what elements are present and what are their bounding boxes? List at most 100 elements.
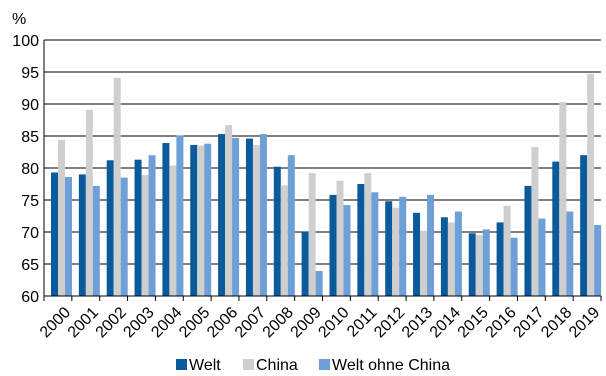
bar <box>447 222 455 296</box>
x-tick-label: 2000 <box>37 304 74 341</box>
bar <box>475 235 483 296</box>
bar <box>204 143 212 296</box>
x-tick-label: 2015 <box>455 304 492 341</box>
legend-swatch <box>319 359 330 370</box>
legend-item: Welt <box>176 357 221 374</box>
bar <box>225 125 233 297</box>
bar <box>594 224 602 296</box>
y-tick-label: 100 <box>12 33 39 50</box>
bar <box>503 205 511 296</box>
bar <box>252 144 260 296</box>
y-tick-label: 80 <box>21 161 39 178</box>
bar <box>420 230 428 296</box>
bar <box>176 135 184 296</box>
y-tick-label: 65 <box>21 257 39 274</box>
y-axis: % 60 65 70 75 80 85 90 95 100 <box>12 11 45 306</box>
x-tick-label: 2007 <box>232 304 269 341</box>
bar <box>496 222 504 296</box>
y-tick-label: 60 <box>21 289 39 306</box>
x-tick-label: 2005 <box>176 304 213 341</box>
bar <box>336 180 344 296</box>
bar <box>427 194 435 296</box>
bar <box>85 109 93 296</box>
bar <box>259 134 267 296</box>
x-tick-label: 2014 <box>427 304 464 341</box>
legend-item: Welt ohne China <box>319 357 450 374</box>
bar <box>371 192 379 296</box>
y-tick-label: 90 <box>21 97 39 114</box>
bar <box>385 201 393 296</box>
x-tick-label: 2008 <box>260 304 297 341</box>
bar <box>92 185 100 296</box>
bar <box>454 211 462 296</box>
bars <box>51 73 602 297</box>
x-tick-label: 2001 <box>65 304 102 341</box>
bar <box>190 144 198 296</box>
y-tick-label: 75 <box>21 193 39 210</box>
bar <box>524 185 532 296</box>
bar <box>134 159 142 296</box>
bar <box>510 237 518 296</box>
legend-label: Welt ohne China <box>332 357 450 374</box>
x-tick-label: 2009 <box>288 304 325 341</box>
legend-swatch <box>243 359 254 370</box>
x-axis: 2000200120022003200420052006200720082009… <box>37 295 603 341</box>
x-tick-label: 2004 <box>148 304 185 341</box>
bar <box>218 134 226 296</box>
bar <box>538 218 546 296</box>
x-tick-label: 2006 <box>204 304 241 341</box>
bar <box>343 205 351 296</box>
legend-label: Welt <box>189 357 221 374</box>
x-tick-label: 2002 <box>93 304 130 341</box>
x-tick-label: 2017 <box>510 304 547 341</box>
bar <box>580 155 588 296</box>
legend-label: China <box>256 357 298 374</box>
bar <box>301 231 309 296</box>
bar <box>106 160 114 296</box>
bar <box>364 173 372 296</box>
bar <box>566 211 574 296</box>
bar <box>65 176 72 296</box>
bar <box>169 165 177 296</box>
legend-item: China <box>243 357 298 374</box>
bar <box>587 73 595 296</box>
y-tick-label: 70 <box>21 225 39 242</box>
bar <box>482 229 490 296</box>
bar <box>315 271 323 296</box>
x-tick-label: 2003 <box>120 304 157 341</box>
x-tick-label: 2016 <box>483 304 520 341</box>
bar <box>287 155 295 296</box>
bar <box>559 102 567 296</box>
x-tick-label: 2011 <box>344 304 380 340</box>
bar <box>148 155 156 296</box>
bar <box>120 177 128 296</box>
bar <box>413 212 421 296</box>
bar <box>308 173 316 296</box>
bar <box>273 166 281 296</box>
bar <box>531 146 539 296</box>
bar <box>440 217 448 296</box>
x-tick-label: 2013 <box>399 304 436 341</box>
y-tick-label: 95 <box>21 65 39 82</box>
legend: Welt China Welt ohne China <box>176 357 450 374</box>
bar <box>113 77 121 296</box>
bar <box>245 138 253 296</box>
bar <box>329 194 337 296</box>
bar <box>392 207 400 296</box>
bar <box>357 184 365 296</box>
legend-swatch <box>176 359 187 370</box>
bar <box>399 196 407 296</box>
bar <box>141 175 149 296</box>
y-tick-label: 85 <box>21 129 39 146</box>
bar <box>280 185 288 296</box>
bar <box>78 174 86 296</box>
bar <box>162 143 170 296</box>
bar <box>58 139 65 296</box>
y-axis-unit-label: % <box>12 11 26 28</box>
bar <box>552 161 560 296</box>
x-tick-label: 2018 <box>538 304 575 341</box>
bar <box>197 145 205 296</box>
x-tick-label: 2012 <box>371 304 408 341</box>
x-tick-label: 2010 <box>315 304 352 341</box>
